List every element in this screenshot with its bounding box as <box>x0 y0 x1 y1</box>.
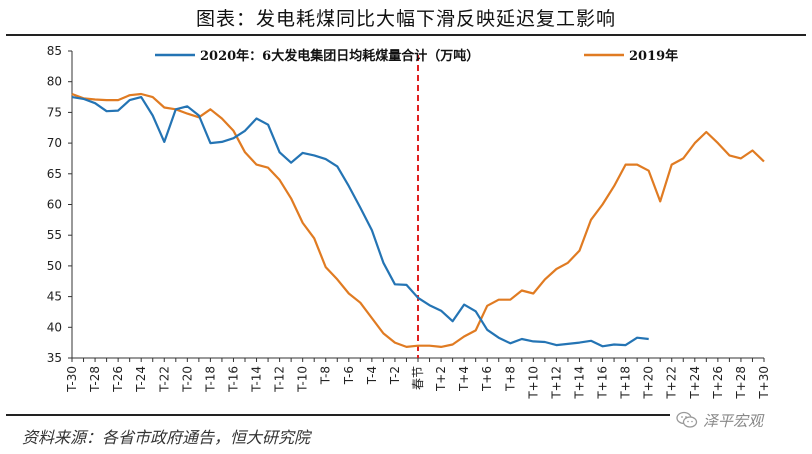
x-tick-label: T-2 <box>388 366 402 385</box>
wechat-icon <box>676 411 698 428</box>
x-tick-label: T+30 <box>757 366 771 400</box>
footer-rule <box>6 414 670 416</box>
x-tick-label: T-6 <box>342 366 356 385</box>
y-axis-ticks: 35 40 45 50 55 60 65 70 75 80 85 <box>47 44 72 365</box>
x-tick-label: T+8 <box>503 366 517 392</box>
legend-2020-label: 2020年：6大发电集团日均耗煤量合计（万吨） <box>200 48 479 64</box>
y-tick-label: 60 <box>47 198 62 212</box>
x-tick-label: T+6 <box>480 366 494 392</box>
x-tick-label: T-24 <box>134 366 148 393</box>
y-tick-label: 35 <box>47 351 62 365</box>
x-tick-label: 春节 <box>411 366 425 390</box>
x-tick-label: T+20 <box>642 366 656 400</box>
y-tick-label: 75 <box>47 105 62 119</box>
x-tick-label: T-12 <box>273 366 287 393</box>
x-tick-label: T-30 <box>65 366 79 393</box>
x-tick-label: T-4 <box>365 366 379 385</box>
y-tick-label: 50 <box>47 259 62 273</box>
chart-legend: 2020年：6大发电集团日均耗煤量合计（万吨） 2019年 <box>155 48 678 64</box>
x-tick-label: T-16 <box>226 366 240 393</box>
x-tick-label: T+4 <box>457 366 471 392</box>
x-tick-label: T+28 <box>734 366 748 400</box>
x-tick-label: T+16 <box>596 366 610 400</box>
x-tick-label: T-28 <box>88 366 102 393</box>
x-tick-label: T-26 <box>111 366 125 393</box>
x-tick-label: T-22 <box>157 366 171 393</box>
page-title: 图表：发电耗煤同比大幅下滑反映延迟复工影响 <box>195 8 616 30</box>
y-tick-label: 65 <box>47 167 62 181</box>
y-tick-label: 85 <box>47 44 62 58</box>
y-tick-label: 80 <box>47 75 62 89</box>
y-tick-label: 70 <box>47 136 62 150</box>
y-tick-label: 40 <box>47 320 62 334</box>
x-tick-label: T+12 <box>549 366 563 400</box>
x-tick-label: T-10 <box>296 366 310 393</box>
watermark-text: 泽平宏观 <box>703 411 764 430</box>
series-2020-line <box>71 96 649 348</box>
x-tick-label: T+24 <box>688 366 702 400</box>
x-tick-label: T-18 <box>203 366 217 393</box>
x-tick-label: T+14 <box>572 366 586 400</box>
x-tick-label: T-14 <box>250 366 264 393</box>
legend-2019-label: 2019年 <box>629 48 678 64</box>
x-tick-label: T+22 <box>665 366 679 400</box>
x-tick-label: T-20 <box>180 366 194 393</box>
x-axis-ticks: T-30 T-28 T-26 T-24 T-22 T-20 T-18 T-16 T-14 T-12… <box>65 358 771 400</box>
x-tick-label: T+18 <box>619 366 633 400</box>
x-tick-label: T+26 <box>711 366 725 400</box>
watermark: 泽平宏观 <box>676 410 763 430</box>
series-2019-line <box>71 92 765 348</box>
y-tick-label: 45 <box>47 290 62 304</box>
y-tick-label: 55 <box>47 228 62 242</box>
x-tick-label: T-8 <box>319 366 333 385</box>
title-rule <box>6 34 806 36</box>
source-note: 资料来源：各省市政府通告，恒大研究院 <box>22 428 311 447</box>
series-lines <box>71 92 765 348</box>
x-tick-label: T+2 <box>434 366 448 392</box>
x-tick-label: T+10 <box>526 366 540 400</box>
